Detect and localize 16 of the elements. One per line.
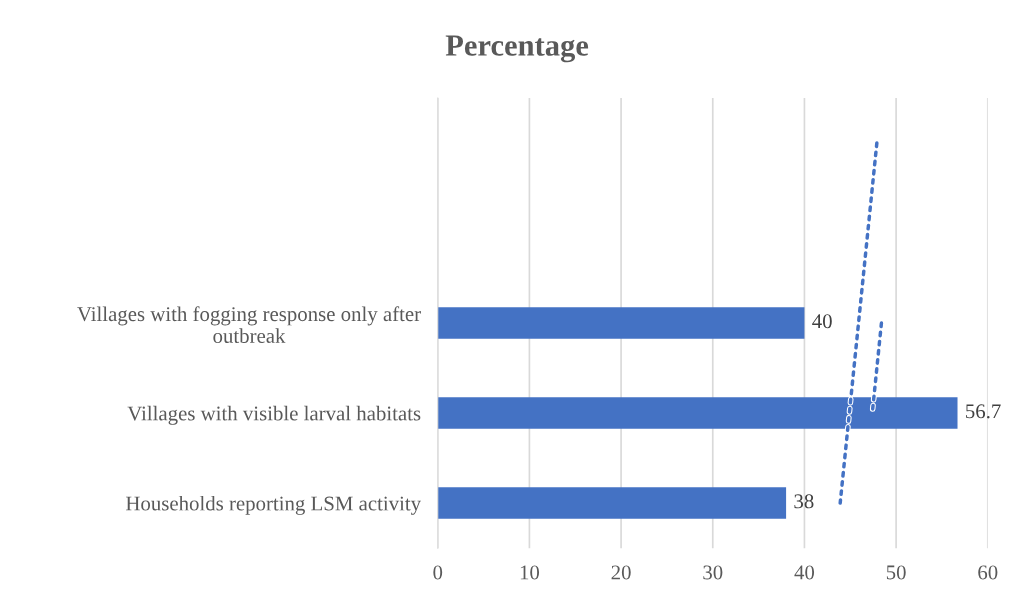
- x-tick-label: 0: [433, 565, 443, 580]
- bar: [437, 487, 787, 519]
- x-tick-label: 30: [703, 565, 723, 580]
- x-tick-label: 20: [611, 565, 631, 580]
- x-tick-label: 10: [520, 565, 540, 580]
- y-tick-label: Households reporting LSM activity: [126, 495, 421, 515]
- data-label: 56.7: [966, 404, 1001, 419]
- data-label: 40: [812, 314, 832, 329]
- y-tick-label: Villages with fogging response only after outbreak: [77, 306, 421, 343]
- bar: [437, 307, 805, 339]
- y-tick-label: Villages with visible larval habitats: [127, 405, 421, 425]
- chart-title: Percentage: [445, 35, 589, 63]
- data-label: 38: [794, 494, 814, 509]
- x-tick-label: 50: [886, 565, 906, 580]
- x-tick-label: 60: [978, 565, 998, 580]
- x-tick-label: 40: [794, 565, 815, 580]
